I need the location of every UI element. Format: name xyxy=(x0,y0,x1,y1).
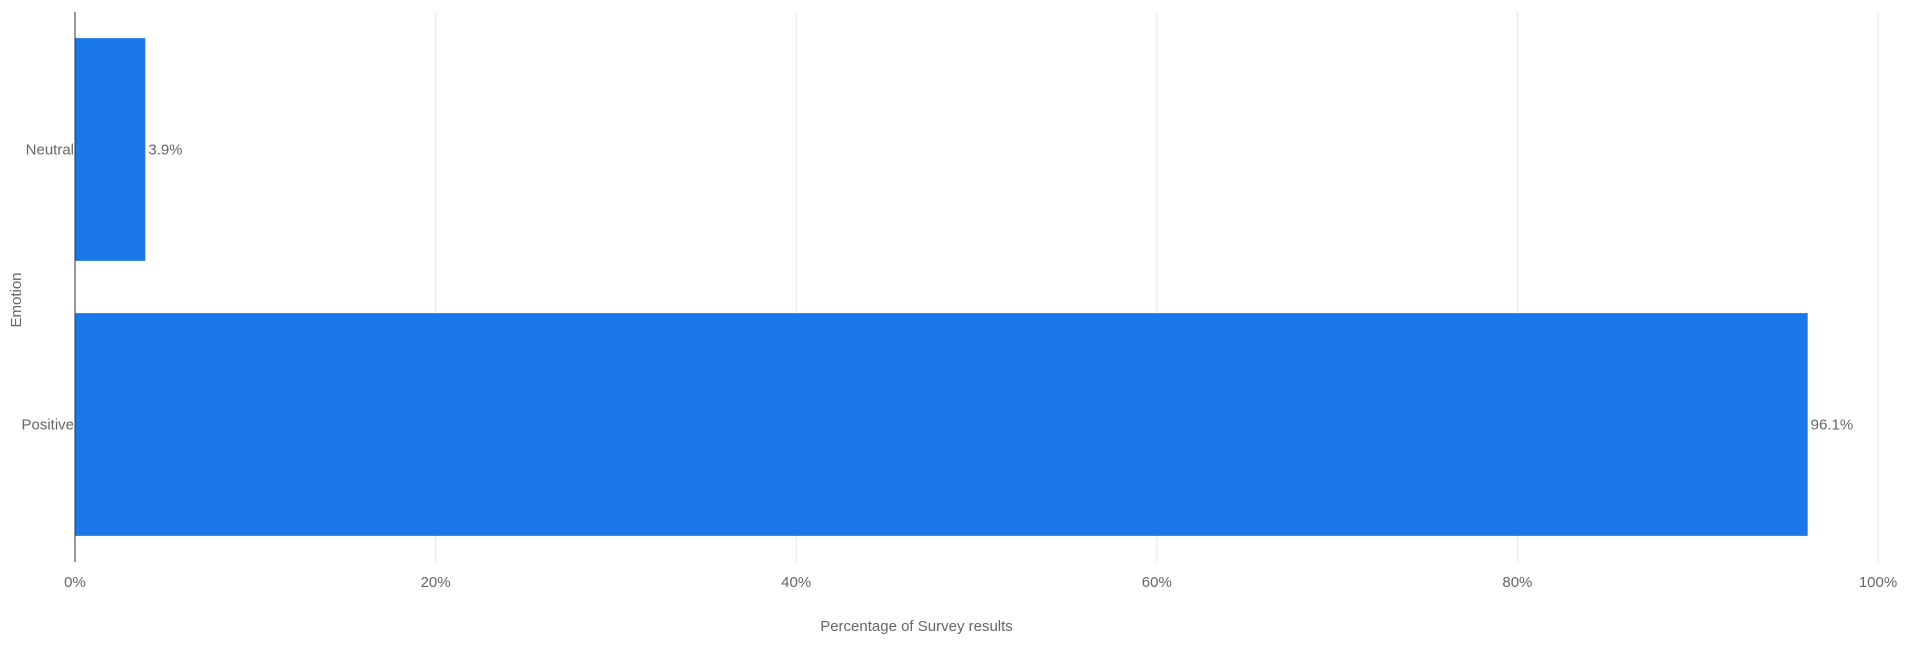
x-tick-label: 80% xyxy=(1502,574,1532,591)
data-label-positive: 96.1% xyxy=(1811,417,1854,434)
bars xyxy=(75,38,1808,536)
y-tick-label-positive: Positive xyxy=(21,417,74,434)
x-tick-labels: 0% 20% 40% 60% 80% 100% xyxy=(64,574,1897,591)
x-tick-label: 0% xyxy=(64,574,86,591)
x-tick-label: 100% xyxy=(1859,574,1897,591)
y-tick-labels: Neutral Positive xyxy=(21,142,74,434)
data-label-neutral: 3.9% xyxy=(148,142,182,159)
y-tick-label-neutral: Neutral xyxy=(26,142,74,159)
bar-neutral[interactable] xyxy=(75,38,146,261)
y-axis-title: Emotion xyxy=(8,272,25,327)
bar-positive[interactable] xyxy=(75,313,1808,536)
x-tick-label: 60% xyxy=(1142,574,1172,591)
x-tick-label: 20% xyxy=(421,574,451,591)
x-axis-title: Percentage of Survey results xyxy=(820,618,1013,635)
x-tick-label: 40% xyxy=(781,574,811,591)
data-labels: 3.9% 96.1% xyxy=(148,142,1853,434)
